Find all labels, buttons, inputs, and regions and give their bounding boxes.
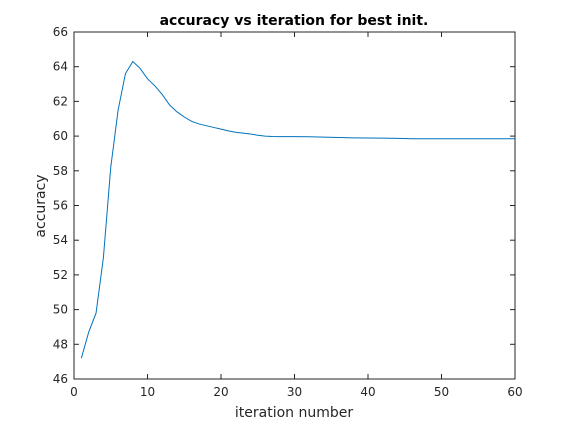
x-tick-label: 40 xyxy=(360,385,375,399)
y-tick-label: 50 xyxy=(53,303,68,317)
accuracy-series-line xyxy=(80,60,515,359)
y-tick-label: 56 xyxy=(53,199,68,213)
y-tick-label: 54 xyxy=(53,233,68,247)
x-tick-label: 0 xyxy=(70,385,78,399)
y-tick-label: 66 xyxy=(53,25,68,39)
y-tick-label: 58 xyxy=(53,164,68,178)
x-tick-label: 20 xyxy=(213,385,228,399)
y-tick-label: 64 xyxy=(53,60,68,74)
x-tick-label: 60 xyxy=(507,385,522,399)
y-tick-label: 60 xyxy=(53,129,68,143)
x-tick-label: 50 xyxy=(434,385,449,399)
y-tick-label: 46 xyxy=(53,372,68,386)
y-tick-label: 62 xyxy=(53,94,68,108)
chart-title: accuracy vs iteration for best init. xyxy=(160,13,429,29)
x-tick-label: 10 xyxy=(140,385,155,399)
x-tick-label: 30 xyxy=(287,385,302,399)
x-axis-label: iteration number xyxy=(235,405,353,421)
y-tick-label: 48 xyxy=(53,337,68,351)
y-tick-label: 52 xyxy=(53,268,68,282)
y-axis-label: accuracy xyxy=(33,174,49,237)
axes-box xyxy=(73,31,516,380)
plot-area: 0 10 20 30 40 50 60 46 48 50 52 54 56 58 60 62 64 66 xyxy=(53,25,523,399)
